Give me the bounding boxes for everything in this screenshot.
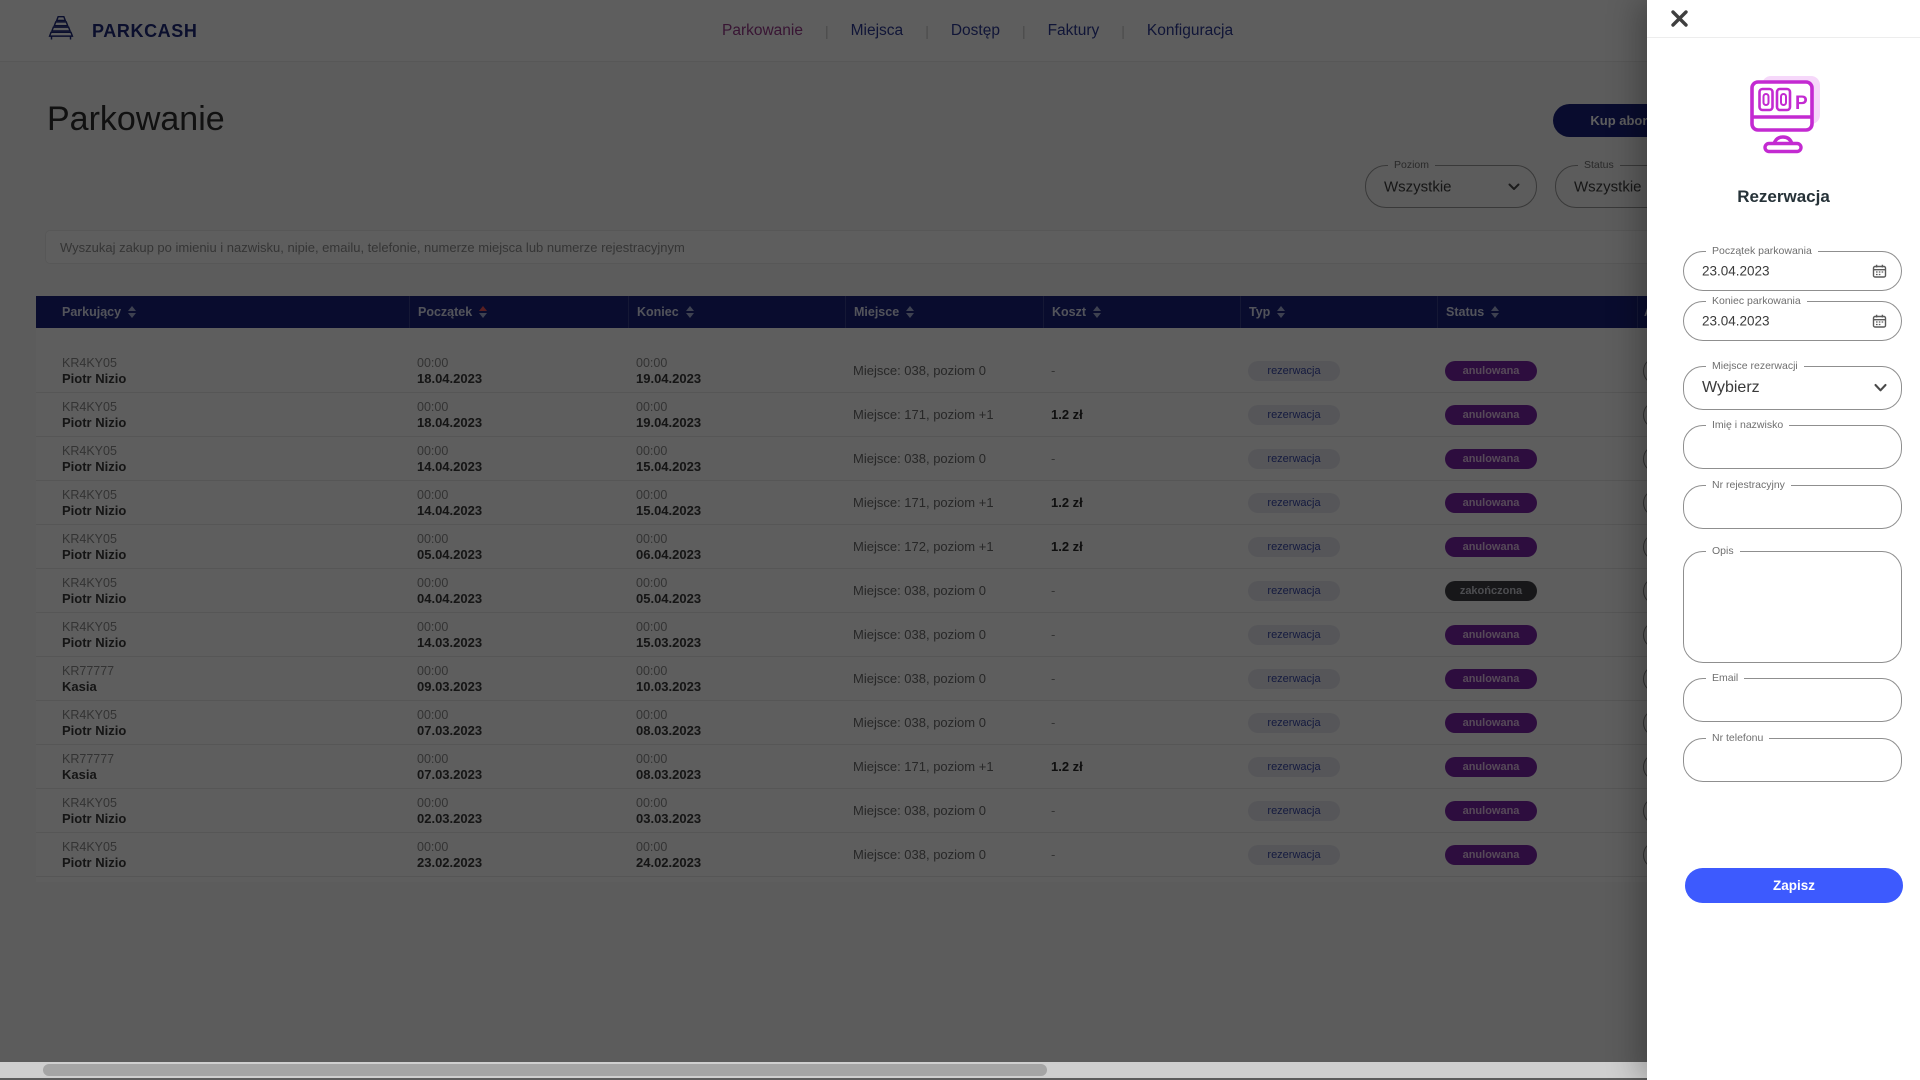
close-icon[interactable] (1667, 7, 1691, 31)
scrollbar-thumb[interactable] (43, 1064, 1047, 1076)
spot-select-label: Miejsce rezerwacji (1706, 360, 1804, 372)
plate-field-label: Nr rejestracyjny (1706, 479, 1791, 491)
description-field-label: Opis (1706, 545, 1740, 557)
start-date-field[interactable]: Początek parkowania 23.04.2023 (1683, 245, 1902, 291)
reservation-form: Początek parkowania 23.04.2023 Koniec park… (1683, 245, 1902, 782)
calendar-icon[interactable] (1872, 314, 1887, 329)
drawer-title: Rezerwacja (1737, 187, 1830, 206)
save-button[interactable]: Zapisz (1685, 868, 1903, 903)
chevron-down-icon[interactable] (1874, 383, 1887, 393)
plate-field[interactable]: Nr rejestracyjny (1683, 479, 1902, 529)
end-date-field[interactable]: Koniec parkowania 23.04.2023 (1683, 295, 1902, 341)
parking-meter-icon: P (1734, 72, 1834, 169)
name-field[interactable]: Imię i nazwisko (1683, 419, 1902, 469)
start-date-field-label: Początek parkowania (1706, 245, 1818, 257)
reservation-drawer: P Rezerwacja Początek parkowania 23.04.20… (1647, 0, 1920, 1080)
calendar-icon[interactable] (1872, 264, 1887, 279)
name-field-label: Imię i nazwisko (1706, 419, 1790, 431)
svg-text:P: P (1795, 93, 1808, 114)
email-field[interactable]: Email (1683, 672, 1902, 722)
email-field-label: Email (1706, 672, 1745, 684)
start-date-field-value: 23.04.2023 (1702, 263, 1770, 279)
drawer-header (1647, 0, 1920, 38)
end-date-field-label: Koniec parkowania (1706, 295, 1807, 307)
reservation-illustration: P (1647, 72, 1920, 169)
phone-field-label: Nr telefonu (1706, 732, 1770, 744)
end-date-field-value: 23.04.2023 (1702, 313, 1770, 329)
phone-field[interactable]: Nr telefonu (1683, 732, 1902, 782)
spot-select-value: Wybierz (1702, 379, 1760, 396)
spot-select[interactable]: Miejsce rezerwacji Wybierz (1683, 360, 1902, 410)
horizontal-scrollbar[interactable] (0, 1062, 1647, 1078)
description-field[interactable]: Opis (1683, 545, 1902, 663)
